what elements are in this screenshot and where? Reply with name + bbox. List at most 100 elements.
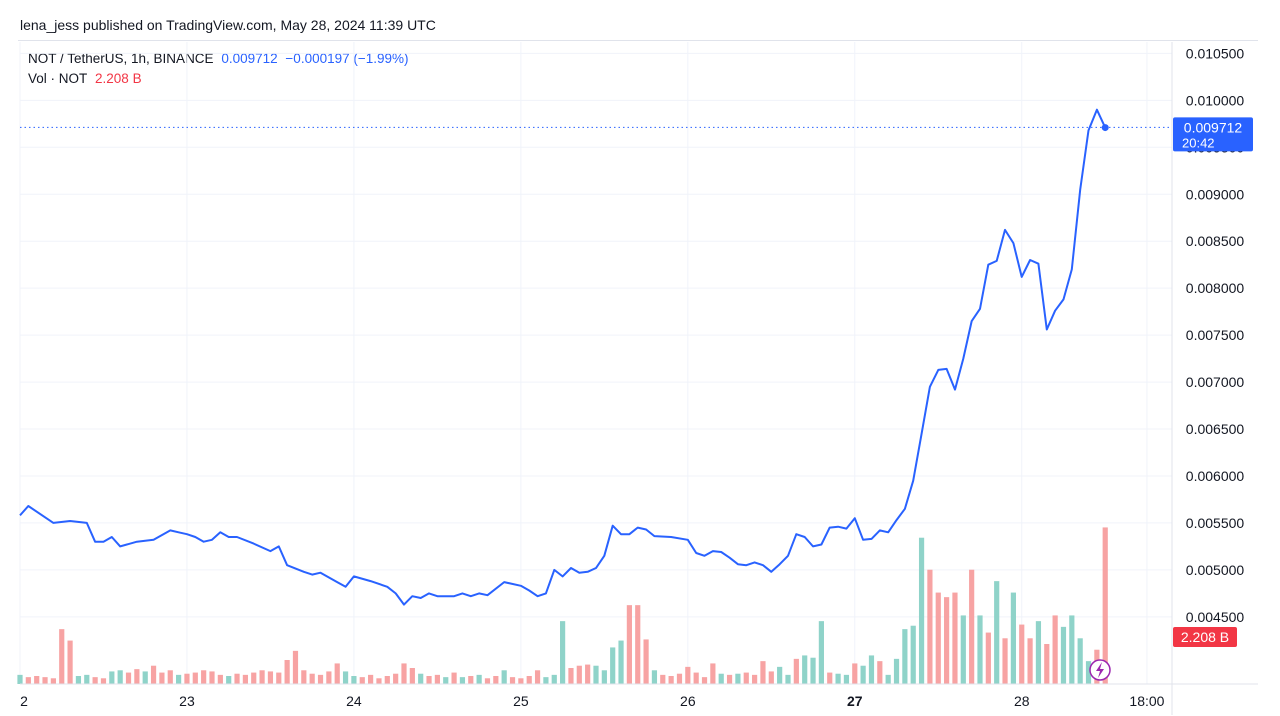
volume-bar bbox=[735, 673, 741, 684]
volume-bar bbox=[1044, 644, 1050, 684]
volume-bar bbox=[777, 666, 783, 684]
volume-bar bbox=[676, 673, 683, 684]
y-tick-label: 0.010500 bbox=[1186, 45, 1245, 61]
volume-bar bbox=[560, 621, 566, 684]
volume-tag bbox=[1173, 627, 1237, 647]
volume-bar bbox=[393, 673, 399, 684]
volume-bar bbox=[960, 615, 966, 684]
last-price-countdown: 20:42 bbox=[1182, 135, 1215, 150]
volume-bar bbox=[918, 537, 925, 684]
volume-bar bbox=[726, 674, 733, 684]
volume-bar bbox=[192, 672, 198, 684]
volume-bar bbox=[50, 678, 56, 684]
volume-bar bbox=[493, 676, 499, 684]
volume-bar bbox=[1010, 592, 1016, 684]
volume-bar bbox=[1019, 624, 1025, 684]
volume-bar bbox=[852, 663, 858, 684]
volume-bar bbox=[359, 677, 365, 684]
volume-bar bbox=[718, 673, 724, 684]
volume-bar bbox=[1060, 626, 1067, 684]
volume-bar bbox=[969, 569, 975, 684]
volume-bar bbox=[835, 673, 841, 684]
volume-bar bbox=[242, 674, 248, 684]
volume-bar bbox=[17, 674, 23, 684]
volume-bar bbox=[92, 677, 98, 684]
legend-change: −0.000197 (−1.99%) bbox=[285, 51, 409, 66]
volume-bar bbox=[42, 677, 48, 684]
y-tick-label: 0.005500 bbox=[1186, 515, 1245, 531]
legend-price-row: NOT / TetherUS, 1h, BINANCE 0.009712 −0.… bbox=[28, 49, 413, 69]
publisher-line: lena_jess published on TradingView.com, … bbox=[20, 17, 436, 33]
volume-bar bbox=[134, 669, 140, 684]
x-tick-label: 27 bbox=[847, 693, 863, 709]
lightning-bolt bbox=[1096, 662, 1104, 678]
volume-bar bbox=[326, 671, 332, 684]
volume-bar bbox=[1052, 615, 1058, 684]
volume-bar bbox=[526, 676, 532, 684]
x-tick-label: 28 bbox=[1014, 693, 1030, 709]
price-line-layer bbox=[19, 108, 1109, 606]
y-tick-label: 0.009000 bbox=[1186, 186, 1245, 202]
volume-bar bbox=[1002, 638, 1008, 684]
x-tick-label: 2 bbox=[20, 693, 28, 709]
volume-bar bbox=[75, 676, 82, 684]
volume-bar bbox=[701, 677, 708, 684]
volume-bar bbox=[276, 672, 282, 684]
volume-bar bbox=[626, 605, 632, 684]
volume-bar bbox=[418, 673, 424, 684]
volume-bar bbox=[994, 581, 1000, 684]
volume-bar bbox=[201, 670, 207, 684]
y-tick-label: 0.010000 bbox=[1186, 92, 1245, 108]
volume-bar bbox=[34, 676, 40, 684]
volume-bar bbox=[251, 672, 257, 684]
volume-bar bbox=[100, 678, 107, 684]
volume-bar bbox=[368, 674, 374, 684]
volume-bar bbox=[885, 674, 891, 684]
volume-bar bbox=[743, 672, 749, 684]
volume-bar bbox=[1077, 638, 1083, 684]
volume-bar bbox=[576, 665, 582, 684]
volume-bar bbox=[484, 678, 491, 684]
last-price-tag-value: 0.009712 bbox=[1184, 119, 1243, 135]
volume-bar bbox=[267, 671, 274, 684]
volume-bar bbox=[401, 663, 407, 684]
volume-bar bbox=[768, 671, 774, 684]
volume-bar bbox=[334, 663, 340, 684]
lightning-icon[interactable] bbox=[1089, 659, 1111, 681]
legend-volume-row: Vol · NOT 2.208 B bbox=[28, 69, 413, 89]
volume-bar bbox=[234, 673, 240, 684]
volume-bar bbox=[810, 657, 816, 684]
volume-bar bbox=[818, 621, 824, 684]
volume-tag-value: 2.208 B bbox=[1181, 629, 1229, 645]
volume-bar bbox=[476, 674, 482, 684]
legend-last-price: 0.009712 bbox=[221, 51, 278, 66]
volume-bar bbox=[501, 670, 507, 684]
volume-bar bbox=[543, 677, 549, 684]
volume-bar bbox=[109, 671, 115, 684]
volume-bar bbox=[952, 592, 958, 684]
volume-bar bbox=[843, 674, 850, 684]
volume-bar bbox=[685, 666, 691, 684]
volume-bar bbox=[860, 665, 866, 684]
chart-frame bbox=[18, 40, 1258, 716]
legend-volume-label[interactable]: Vol · NOT bbox=[28, 71, 88, 86]
legend-symbol[interactable]: NOT / TetherUS, 1h, BINANCE bbox=[28, 51, 214, 66]
volume-bar bbox=[877, 661, 883, 684]
volume-bar bbox=[25, 677, 31, 684]
volume-bar bbox=[518, 678, 524, 684]
volume-bar bbox=[1027, 638, 1033, 684]
volume-bar bbox=[610, 647, 616, 684]
volume-bar bbox=[434, 674, 440, 684]
volume-bar bbox=[117, 670, 123, 684]
volume-bar bbox=[150, 665, 157, 684]
volume-bar bbox=[985, 632, 991, 684]
y-tick-label: 0.008500 bbox=[1186, 233, 1245, 249]
chart-legend: NOT / TetherUS, 1h, BINANCE 0.009712 −0.… bbox=[28, 49, 413, 89]
volume-bar bbox=[259, 670, 265, 684]
volume-bar bbox=[59, 629, 65, 684]
volume-bar bbox=[409, 668, 415, 684]
volume-bar bbox=[668, 676, 674, 684]
volume-bar bbox=[1102, 527, 1108, 684]
